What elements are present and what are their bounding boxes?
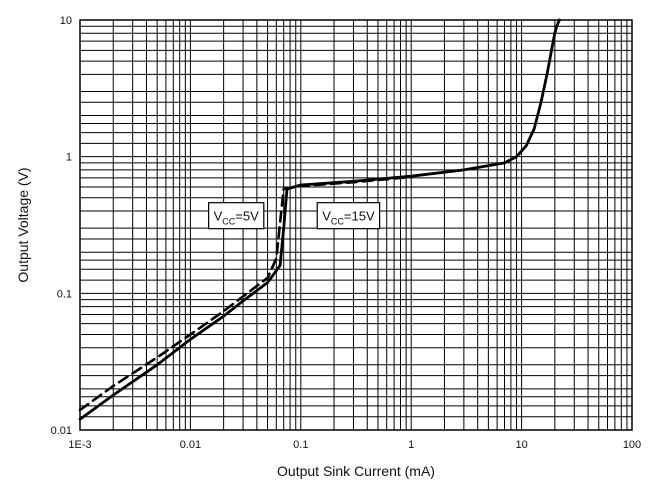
y-tick-label: 1 xyxy=(66,152,72,164)
annotation-box xyxy=(208,202,265,230)
x-tick-label: 10 xyxy=(515,439,527,451)
annotation-text: VCC=5V xyxy=(214,209,259,227)
annotation-value: =15V xyxy=(344,209,375,224)
annotation-label: VCC=5V xyxy=(208,202,265,230)
y-tick-label: 10 xyxy=(60,15,72,27)
x-axis-title: Output Sink Current (mA) xyxy=(277,463,435,479)
x-tick-label: 1 xyxy=(408,439,414,451)
x-tick-label: 1E-3 xyxy=(68,439,91,451)
x-tick-label: 100 xyxy=(623,439,641,451)
annotation-value: =5V xyxy=(235,209,259,224)
annotation-symbol: V xyxy=(214,209,223,224)
series-group xyxy=(78,18,561,421)
annotation-subscript: CC xyxy=(331,217,344,227)
series-line-dashed xyxy=(78,175,413,412)
annotation-subscript: CC xyxy=(222,217,235,227)
annotation-text: VCC=15V xyxy=(322,209,375,227)
y-axis-title: Output Voltage (V) xyxy=(15,167,31,282)
grid xyxy=(79,20,632,431)
y-tick-label: 0.1 xyxy=(57,288,72,300)
annotations: VCC=5V VCC=15V xyxy=(208,202,381,230)
tick-labels: 1E-3 0.01 0.1 1 10 100 0.01 0.1 1 10 xyxy=(51,15,642,451)
annotation-box xyxy=(316,202,381,230)
x-tick-label: 0.01 xyxy=(180,439,201,451)
annotation-label: VCC=15V xyxy=(316,202,381,230)
x-tick-label: 0.1 xyxy=(293,439,308,451)
annotation-symbol: V xyxy=(322,209,331,224)
y-tick-label: 0.01 xyxy=(51,425,72,437)
plot-frame xyxy=(79,19,633,431)
